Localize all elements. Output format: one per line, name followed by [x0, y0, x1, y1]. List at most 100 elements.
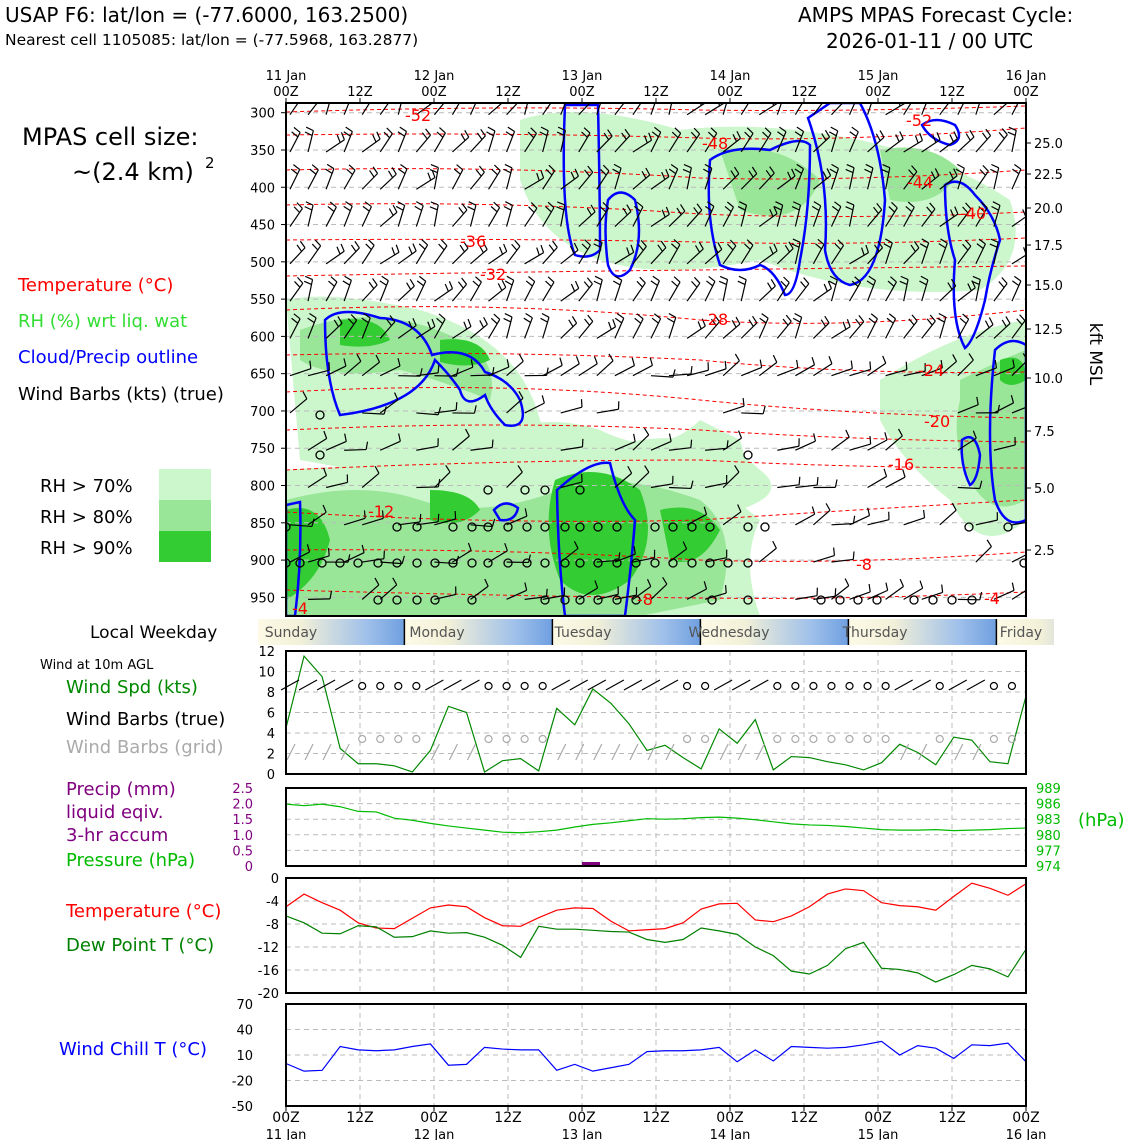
wind-barb	[1011, 130, 1017, 153]
wind-barb	[704, 206, 715, 227]
wind-barb	[298, 679, 318, 691]
wind-barb-flag	[437, 513, 440, 522]
wind-barb-flag	[907, 201, 915, 208]
wind-barb-flag	[962, 206, 969, 214]
wind-barb	[415, 280, 427, 302]
wind-barb	[668, 447, 691, 451]
wind-barb	[903, 320, 918, 339]
wind-barb	[596, 326, 616, 339]
wind-barb-flag	[769, 246, 774, 255]
wind-barb	[939, 175, 958, 190]
calm-wind-marker	[412, 681, 421, 691]
wind-barb	[469, 205, 477, 227]
wind-barb	[1011, 554, 1026, 563]
wind-barb	[451, 103, 461, 115]
wind-barb	[632, 557, 655, 563]
wind-barb	[957, 136, 975, 153]
wind-barb	[758, 285, 776, 302]
wind-barb	[939, 285, 957, 302]
wind-barb-flag	[668, 168, 677, 175]
wind-barb-flag	[637, 95, 643, 101]
wind-barb-flag	[660, 240, 667, 248]
wind-barb	[560, 363, 580, 377]
wind-barb	[614, 135, 631, 153]
wind-barb	[307, 317, 317, 339]
cloud-outline	[960, 435, 982, 487]
wind-barb	[866, 103, 873, 115]
wind-barb	[867, 589, 888, 600]
rh90-shading	[430, 490, 480, 524]
wind-barb	[849, 591, 871, 600]
wind-barb-flag	[769, 209, 774, 217]
wind-barb-flag	[530, 202, 538, 209]
wind-barb-flag	[475, 169, 482, 177]
wind-barb	[361, 317, 371, 339]
wind-barb	[993, 283, 1008, 302]
wind-barb-flag	[845, 206, 854, 211]
wind-barb	[668, 244, 681, 265]
top-date-label: 15 Jan	[858, 69, 899, 84]
wind-barb-flag	[858, 314, 865, 323]
calm-wind-marker	[467, 522, 477, 532]
wind-barb	[668, 132, 682, 153]
wind-barb	[939, 509, 957, 526]
wind-barb-flag	[397, 358, 401, 367]
wind-barb	[885, 207, 898, 227]
calm-wind-marker	[909, 595, 919, 605]
grid-wind-barb	[647, 743, 657, 761]
wind-barb	[903, 103, 912, 116]
wind-barb	[361, 584, 380, 600]
wind-barb-flag	[307, 317, 315, 324]
wind-barb	[758, 318, 769, 339]
calm-wind-marker	[791, 681, 800, 691]
wind-barb	[830, 245, 845, 265]
temperature-contour-label: -28	[702, 310, 728, 329]
wind-barb-flag	[902, 469, 906, 478]
wind-barb-flag	[574, 168, 579, 177]
wind-barb-flag	[530, 127, 537, 134]
wind-tick-label: 6	[267, 707, 275, 722]
wind-barb-flag	[498, 246, 504, 255]
wind-barb	[758, 172, 775, 190]
wind-barb	[885, 585, 904, 600]
wind-barb	[343, 247, 360, 265]
calm-wind-marker	[701, 681, 710, 691]
cloud-outline	[920, 118, 961, 147]
wind-barb	[596, 360, 614, 377]
wind-barb-flag	[952, 354, 958, 362]
wind-barb	[569, 679, 589, 691]
wind-barb-flag	[674, 127, 682, 134]
cell-size-value: ~(2.4 km)	[72, 158, 194, 186]
bottom-time-tick-label: 00Z	[568, 1110, 595, 1126]
wind-barb-flag	[693, 276, 701, 284]
wind-barb	[885, 435, 903, 451]
wind-barb	[632, 246, 647, 265]
wind-barb-flag	[652, 275, 660, 282]
wind-barb-flag	[796, 359, 799, 368]
calm-wind-marker	[392, 522, 402, 532]
wind-tick-label: 0	[267, 768, 275, 783]
wind-barb-flag	[429, 168, 438, 174]
pressure-tick-label: 986	[1036, 798, 1061, 813]
wind-barb-flag	[441, 239, 448, 247]
wind-barb	[740, 173, 758, 190]
wind-barb	[470, 446, 493, 451]
wind-barb-flag	[650, 280, 658, 286]
wind-barb	[614, 211, 632, 227]
wind-barb	[813, 136, 830, 153]
wind-barb-flag	[412, 243, 417, 252]
wind-barb	[434, 409, 457, 414]
wind-barb-flag	[607, 321, 612, 330]
bottom-time-tick-label: 00Z	[864, 1110, 891, 1126]
wind-barb	[307, 245, 322, 265]
wind-barb-flag	[900, 275, 909, 281]
wind-barb	[632, 206, 644, 227]
wind-barb-flag	[934, 168, 940, 176]
wind-barb	[704, 321, 720, 339]
legend-precip: Precip (mm)	[66, 779, 176, 800]
wind-barb-flag	[737, 280, 746, 286]
wind-barb	[289, 368, 312, 377]
wind-barb-flag	[550, 91, 555, 97]
wind-barb-flag	[347, 318, 355, 325]
wind-barb-flag	[505, 131, 514, 137]
